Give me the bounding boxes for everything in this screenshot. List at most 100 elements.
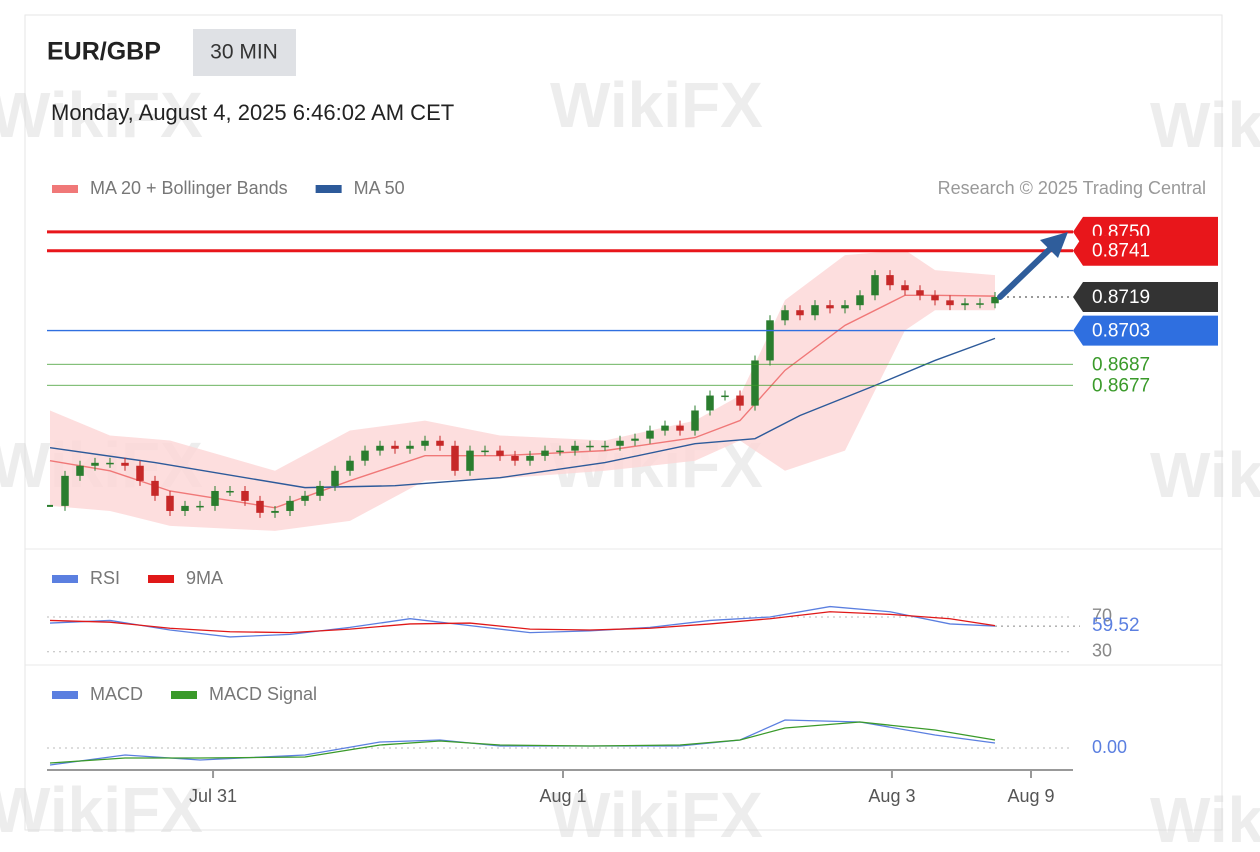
- legend-swatch: [148, 575, 175, 583]
- candle: [886, 275, 894, 286]
- legend-label: 9MA: [186, 568, 223, 588]
- plot: MA 20 + Bollinger Bands MA 500.87500.8741…: [47, 178, 1218, 806]
- candle: [751, 360, 759, 406]
- candle: [676, 425, 684, 431]
- candle: [151, 480, 159, 496]
- watermark: WikiFX: [1150, 439, 1260, 511]
- legend-swatch: [52, 691, 78, 699]
- candle: [136, 465, 144, 481]
- datetime: Monday, August 4, 2025 6:46:02 AM CET: [51, 100, 454, 125]
- candle: [766, 320, 774, 361]
- level-label: 0.8703: [1092, 321, 1150, 342]
- timeframe-badge: [193, 29, 296, 76]
- x-tick-label: Jul 31: [189, 786, 237, 806]
- level-label: 0.8677: [1092, 375, 1150, 396]
- candle: [346, 460, 354, 471]
- watermark: WikiFX: [1150, 89, 1260, 161]
- watermark: WikiFX: [550, 69, 763, 141]
- candle: [256, 500, 264, 513]
- candle: [106, 462, 114, 465]
- candle: [271, 510, 279, 513]
- target-arrowhead: [1040, 232, 1068, 258]
- candle: [601, 445, 609, 448]
- candle: [586, 445, 594, 448]
- candle: [391, 445, 399, 449]
- x-tick-label: Aug 1: [539, 786, 586, 806]
- legend-label: MA 20 + Bollinger Bands: [90, 178, 288, 198]
- candle: [481, 450, 489, 453]
- candle: [76, 465, 84, 476]
- candle: [226, 490, 234, 493]
- candle: [856, 295, 864, 306]
- y-tick-label: 0.00: [1092, 737, 1127, 757]
- candle: [796, 310, 804, 316]
- legend-swatch: [171, 691, 197, 699]
- candle: [631, 438, 639, 441]
- candle: [451, 445, 459, 471]
- x-tick-label: Aug 9: [1007, 786, 1054, 806]
- legend-swatch: [315, 185, 342, 193]
- timeframe: 30 MIN: [210, 41, 278, 64]
- candle: [706, 395, 714, 411]
- level-tag: [1073, 315, 1218, 346]
- candle: [541, 450, 549, 456]
- symbol: EUR/GBP: [47, 38, 161, 66]
- candle: [841, 305, 849, 309]
- candle: [406, 445, 414, 449]
- legend-swatch: [52, 185, 78, 193]
- candle: [961, 303, 969, 306]
- candle: [946, 300, 954, 306]
- y-tick-label: 70: [1092, 606, 1112, 626]
- x-tick-label: Aug 3: [868, 786, 915, 806]
- candle: [286, 500, 294, 511]
- candle: [196, 505, 204, 508]
- watermark: WikiFX: [0, 774, 203, 846]
- candle: [121, 462, 129, 466]
- candle: [826, 305, 834, 309]
- candle: [421, 440, 429, 446]
- target-arrow: [997, 244, 1055, 300]
- candle: [661, 425, 669, 431]
- rsi-value-label: 59.52: [1092, 615, 1140, 636]
- credit: Research © 2025 Trading Central: [938, 178, 1206, 198]
- candle: [466, 450, 474, 471]
- level-label: 0.8741: [1092, 241, 1150, 262]
- candle: [166, 495, 174, 511]
- candle: [991, 296, 999, 304]
- candle: [571, 445, 579, 451]
- candle: [316, 485, 324, 496]
- legend-label: MA 50: [354, 178, 405, 198]
- legend-label: RSI: [90, 568, 120, 588]
- candle: [736, 395, 744, 406]
- candle: [511, 455, 519, 461]
- candle: [721, 395, 729, 398]
- watermark: WikiFX: [1150, 784, 1260, 852]
- candle: [871, 275, 879, 296]
- candle: [811, 305, 819, 316]
- level-tag: [1073, 281, 1218, 312]
- candle: [526, 455, 534, 461]
- candle: [496, 450, 504, 456]
- candle: [916, 290, 924, 296]
- candle: [211, 490, 219, 506]
- legend-label: MACD: [90, 684, 143, 704]
- card: [24, 14, 1223, 831]
- candle: [976, 303, 984, 305]
- series-line: [49, 337, 996, 489]
- candle: [616, 440, 624, 446]
- candle: [691, 410, 699, 431]
- candle: [361, 450, 369, 461]
- level-label: 0.8719: [1092, 287, 1150, 308]
- candle: [646, 430, 654, 439]
- watermark: WikiFX: [550, 779, 763, 851]
- series-line: [49, 721, 996, 764]
- legend-label: MACD Signal: [209, 684, 317, 704]
- candle: [901, 285, 909, 291]
- candle: [331, 470, 339, 486]
- candle: [241, 490, 249, 501]
- y-tick-label: 30: [1092, 640, 1112, 660]
- level-label: 0.8687: [1092, 354, 1150, 375]
- watermark: WikiFX: [0, 79, 203, 151]
- series-line: [49, 605, 996, 638]
- candle: [181, 505, 189, 511]
